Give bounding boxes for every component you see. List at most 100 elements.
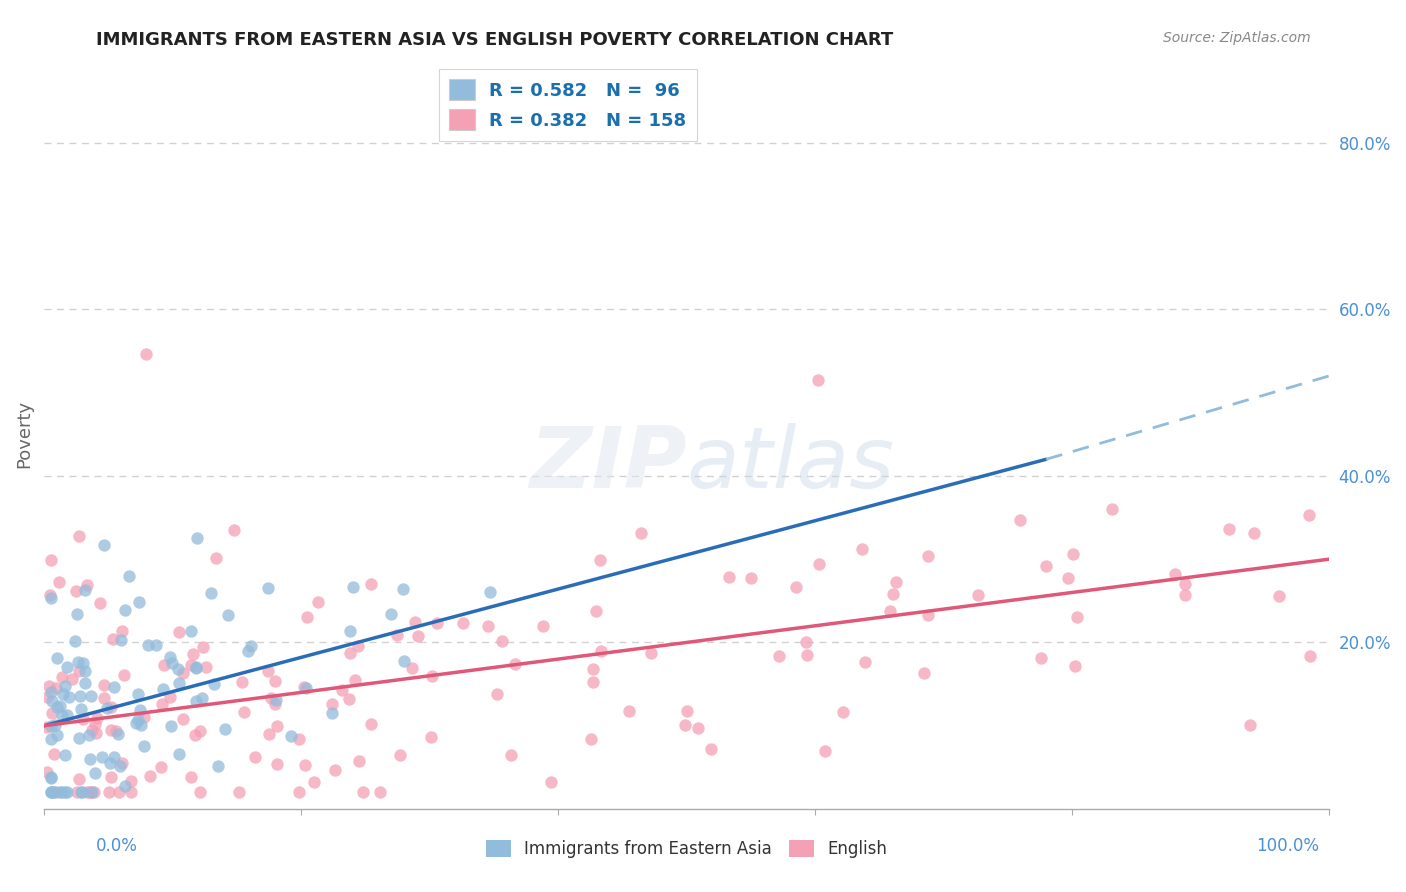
Point (111, 756, 134, 771)
Point (287, 785, 309, 799)
Point (477, 619, 499, 633)
Text: atlas: atlas (686, 423, 894, 506)
Point (83, 785, 105, 799)
Point (582, 662, 605, 676)
Point (794, 634, 817, 648)
Point (118, 569, 141, 583)
Point (159, 719, 181, 733)
Point (167, 662, 190, 676)
Point (266, 719, 288, 733)
Point (162, 657, 184, 671)
Point (501, 747, 523, 762)
Point (228, 785, 250, 799)
Point (339, 691, 361, 706)
Point (167, 747, 190, 761)
Point (1062, 547, 1084, 561)
Point (1066, 610, 1088, 624)
Point (385, 628, 408, 642)
Point (1101, 501, 1123, 516)
Point (347, 640, 370, 654)
Point (280, 730, 302, 744)
Point (617, 704, 640, 718)
Point (180, 624, 202, 638)
Point (796, 648, 818, 662)
Point (287, 732, 309, 747)
Point (879, 604, 901, 618)
Point (53, 679, 76, 693)
Point (89, 596, 111, 610)
Point (37, 764, 59, 779)
Point (640, 646, 662, 660)
Point (256, 665, 278, 679)
Point (145, 638, 167, 652)
Point (73, 664, 96, 678)
Point (135, 347, 157, 361)
Point (41, 785, 63, 799)
Point (533, 619, 555, 633)
Point (65, 583, 87, 598)
Point (1035, 558, 1057, 573)
Point (70, 702, 93, 716)
Point (39, 731, 62, 746)
Point (332, 682, 354, 697)
Point (84, 717, 107, 731)
Point (79, 728, 101, 742)
Point (360, 716, 382, 731)
Point (35, 720, 58, 734)
Point (380, 607, 402, 622)
Point (342, 580, 364, 594)
Point (200, 586, 222, 600)
Text: Source: ZipAtlas.com: Source: ZipAtlas.com (1163, 31, 1310, 45)
Point (214, 722, 236, 736)
Point (491, 634, 513, 648)
Point (1057, 571, 1080, 585)
Point (233, 705, 256, 719)
Point (127, 687, 149, 701)
Y-axis label: Poverty: Poverty (15, 401, 32, 468)
Point (48, 785, 70, 799)
Point (392, 654, 415, 668)
Point (152, 658, 174, 673)
Point (217, 607, 239, 622)
Point (257, 727, 280, 741)
Point (420, 731, 443, 745)
Point (297, 609, 319, 624)
Legend: R = 0.582   N =  96, R = 0.382   N = 158: R = 0.582 N = 96, R = 0.382 N = 158 (439, 69, 697, 141)
Point (48, 699, 70, 714)
Point (420, 668, 443, 682)
Point (131, 718, 153, 732)
Point (257, 581, 280, 595)
Point (540, 774, 562, 789)
Point (808, 557, 831, 571)
Point (853, 655, 876, 669)
Point (917, 607, 939, 622)
Point (406, 628, 429, 642)
Point (138, 638, 160, 652)
Point (347, 754, 370, 768)
Point (39, 719, 62, 733)
Point (82, 785, 104, 799)
Point (41, 706, 63, 720)
Point (80, 723, 103, 737)
Point (344, 673, 367, 688)
Point (37, 690, 59, 704)
Point (851, 541, 873, 556)
Point (1218, 523, 1240, 537)
Point (172, 712, 194, 726)
Point (111, 624, 134, 639)
Point (125, 716, 148, 731)
Point (72, 712, 94, 726)
Point (100, 723, 122, 737)
Point (169, 676, 191, 690)
Point (191, 691, 214, 706)
Point (53, 785, 76, 799)
Point (53, 748, 76, 763)
Point (882, 587, 904, 601)
Point (184, 694, 207, 708)
Point (589, 553, 612, 567)
Point (718, 570, 741, 584)
Point (1164, 567, 1187, 582)
Point (673, 718, 696, 732)
Point (1239, 718, 1261, 732)
Point (69, 731, 91, 745)
